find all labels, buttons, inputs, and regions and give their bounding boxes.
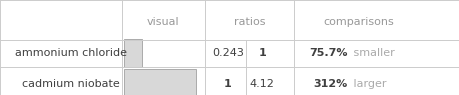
Text: 312%: 312% (313, 79, 347, 89)
Text: smaller: smaller (349, 48, 393, 58)
Text: 4.12: 4.12 (249, 79, 274, 89)
Text: 1: 1 (258, 48, 265, 58)
Text: comparisons: comparisons (323, 17, 393, 27)
Text: larger: larger (349, 79, 385, 89)
Text: cadmium niobate: cadmium niobate (22, 79, 120, 89)
Bar (124, 69, 195, 95)
Text: ratios: ratios (233, 17, 265, 27)
Text: 1: 1 (224, 79, 231, 89)
Text: 0.243: 0.243 (211, 48, 243, 58)
Text: visual: visual (147, 17, 179, 27)
Bar (124, 39, 141, 67)
Text: ammonium chloride: ammonium chloride (15, 48, 127, 58)
Text: 75.7%: 75.7% (308, 48, 347, 58)
